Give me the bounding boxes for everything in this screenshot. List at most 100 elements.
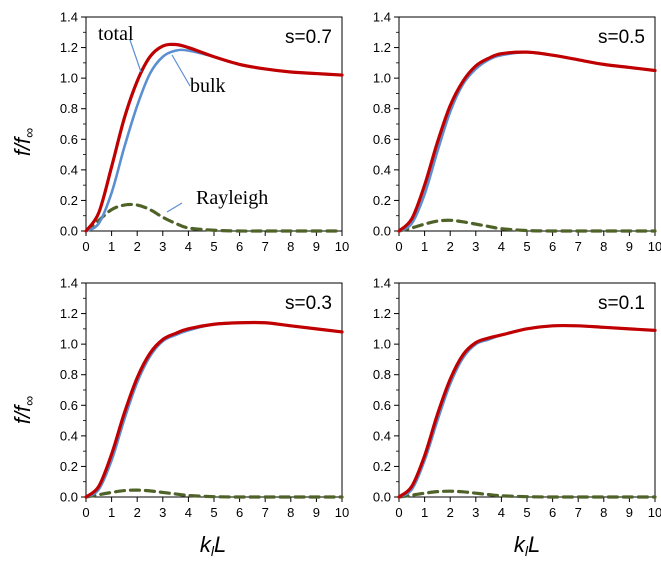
series-rayleigh-line xyxy=(397,218,657,233)
y-tick-label: 1.2 xyxy=(373,306,391,321)
x-tick-label: 6 xyxy=(549,505,556,520)
x-tick-label: 0 xyxy=(82,239,89,254)
y-tick-label: 1.0 xyxy=(373,71,391,86)
x-tick-label: 3 xyxy=(472,505,479,520)
plot-frame xyxy=(398,282,656,498)
y-tick-label: 0.0 xyxy=(60,490,78,505)
y-tick-label: 0.4 xyxy=(373,428,391,443)
x-tick-label: 1 xyxy=(421,239,428,254)
rayleigh-annotation: Rayleigh xyxy=(196,187,268,209)
total-annotation-leader xyxy=(129,39,142,73)
x-tick-label: 7 xyxy=(262,239,269,254)
y-tick-label: 0.8 xyxy=(373,367,391,382)
panels-group: 0.00.20.40.60.81.01.21.40 1 2 3 4 5 6 7 8 9 10s=0.… xyxy=(60,10,661,521)
y-tick-label: 0.8 xyxy=(373,101,391,116)
bulk-annotation-leader xyxy=(171,54,191,87)
y-tick-label: 0.4 xyxy=(60,162,78,177)
y-tick-label: 0.6 xyxy=(373,132,391,147)
panel-label: s=0.7 xyxy=(285,27,332,48)
y-axis-title-bottom: f/f∞ xyxy=(10,396,37,424)
x-tick-label: 10 xyxy=(335,239,349,254)
x-tick-label: 2 xyxy=(134,505,141,520)
x-tick-label: 2 xyxy=(447,505,454,520)
y-axis-title-main: f/f xyxy=(10,403,35,424)
x-axis-title-subscript: l xyxy=(525,543,529,559)
x-tick-label: 7 xyxy=(575,505,582,520)
panel-label: s=0.5 xyxy=(598,27,645,48)
series-total-line xyxy=(397,50,657,233)
y-tick-label: 0.8 xyxy=(60,101,78,116)
panel-1: 0.0 0.2 0.4 0.6 0.8 1.0 1.2 1.4 0 1 2 3 4 5 6 7 8 9 10 s=0.… xyxy=(60,10,349,255)
x-axis-title-main: k xyxy=(200,532,212,557)
total-annotation: total xyxy=(98,23,134,45)
x-tick-label: 4 xyxy=(185,239,192,254)
y-tick-label: 0.4 xyxy=(60,428,78,443)
x-tick-label: 5 xyxy=(523,239,530,254)
x-tick-label: 1 xyxy=(108,239,115,254)
x-axis-title-tail: L xyxy=(214,532,226,557)
x-tick-label: 0 xyxy=(82,505,89,520)
x-tick-label: 6 xyxy=(549,239,556,254)
y-axis-title-subscript: ∞ xyxy=(21,396,37,406)
x-tick-label: 8 xyxy=(600,239,607,254)
x-tick-label: 9 xyxy=(313,239,320,254)
x-tick-label: 10 xyxy=(648,239,661,254)
y-tick-label: 0.2 xyxy=(373,193,391,208)
x-axis-title-left: klL xyxy=(200,532,226,559)
y-tick-label: 0.2 xyxy=(373,459,391,474)
x-tick-label: 3 xyxy=(159,505,166,520)
x-tick-label: 7 xyxy=(262,505,269,520)
y-tick-label: 1.0 xyxy=(60,71,78,86)
x-tick-label: 1 xyxy=(421,505,428,520)
bulk-annotation: bulk xyxy=(190,75,226,97)
x-tick-label: 0 xyxy=(395,505,402,520)
y-tick-label: 1.2 xyxy=(373,40,391,55)
y-tick-label: 0.6 xyxy=(373,398,391,413)
panel-label: s=0.1 xyxy=(598,293,645,314)
x-tick-label: 4 xyxy=(185,505,192,520)
y-tick-label: 1.0 xyxy=(60,337,78,352)
x-tick-label: 1 xyxy=(108,505,115,520)
y-tick-label: 0.0 xyxy=(373,224,391,239)
y-tick-label: 0.2 xyxy=(60,193,78,208)
x-tick-label: 6 xyxy=(236,505,243,520)
x-tick-label: 5 xyxy=(210,505,217,520)
x-tick-label: 5 xyxy=(523,505,530,520)
x-tick-label: 10 xyxy=(648,505,661,520)
x-axis-title-right: klL xyxy=(514,532,540,559)
panel-4: 0.0 0.2 0.4 0.6 0.8 1.0 1.2 1.4 0 1 2 3 4 5 6 7 8 9 10 s=0.… xyxy=(373,276,661,521)
rayleigh-annotation-leader xyxy=(166,202,183,213)
x-tick-label: 8 xyxy=(287,239,294,254)
x-tick-label: 3 xyxy=(472,239,479,254)
x-tick-label: 2 xyxy=(447,239,454,254)
y-tick-label: 1.0 xyxy=(373,337,391,352)
y-tick-label: 0.2 xyxy=(60,459,78,474)
x-tick-label: 9 xyxy=(626,505,633,520)
y-tick-label: 1.4 xyxy=(373,10,391,25)
x-axis-title-subscript: l xyxy=(211,543,215,559)
y-tick-label: 1.4 xyxy=(373,276,391,291)
series-total-line xyxy=(397,323,657,499)
x-axis-title-main: k xyxy=(514,532,526,557)
x-tick-label: 8 xyxy=(600,505,607,520)
plot-frame xyxy=(398,16,656,232)
x-tick-label: 7 xyxy=(575,239,582,254)
y-tick-label: 0.6 xyxy=(60,398,78,413)
x-axis-title-tail: L xyxy=(528,532,540,557)
y-axis-title-main: f/f xyxy=(10,135,35,156)
x-tick-label: 3 xyxy=(159,239,166,254)
x-tick-label: 4 xyxy=(498,239,505,254)
panel-label: s=0.3 xyxy=(285,293,332,314)
y-tick-label: 0.0 xyxy=(60,224,78,239)
y-tick-label: 1.2 xyxy=(60,306,78,321)
x-tick-label: 9 xyxy=(626,239,633,254)
panel-2: 0.0 0.2 0.4 0.6 0.8 1.0 1.2 1.4 0 1 2 3 4 5 6 7 8 9 10 s=0.… xyxy=(373,10,661,255)
series-rayleigh-line xyxy=(84,202,344,233)
panel-3: 0.0 0.2 0.4 0.6 0.8 1.0 1.2 1.4 0 1 2 3 4 5 6 7 8 9 10 s=0.… xyxy=(60,276,349,521)
x-tick-label: 10 xyxy=(335,505,349,520)
x-tick-label: 9 xyxy=(313,505,320,520)
y-axis-title-subscript: ∞ xyxy=(21,128,37,138)
y-tick-label: 1.4 xyxy=(60,276,78,291)
x-tick-label: 5 xyxy=(210,239,217,254)
